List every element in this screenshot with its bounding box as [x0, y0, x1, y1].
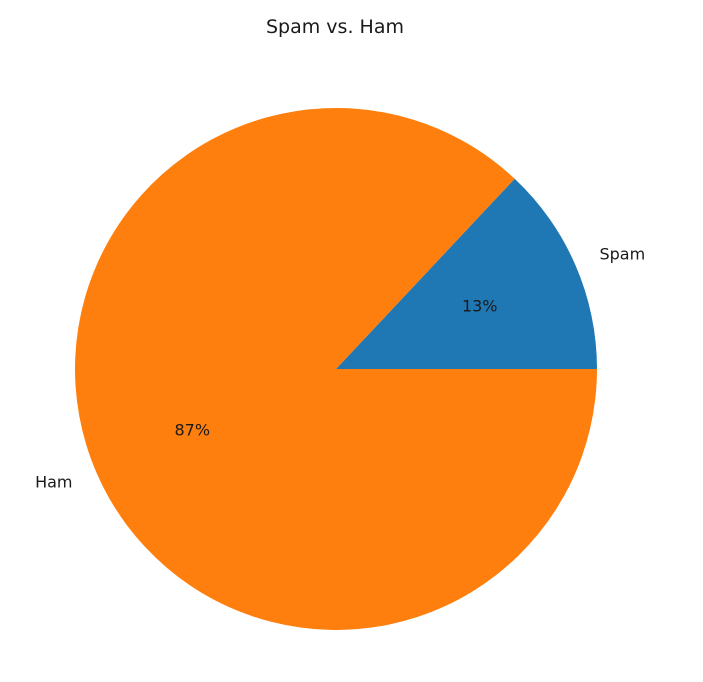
slice-label-ham: Ham [35, 473, 72, 492]
pie-slice-ham [75, 107, 598, 631]
chart-title: Spam vs. Ham [266, 16, 404, 38]
slice-label-spam: Spam [599, 244, 645, 263]
slice-pct-spam: 13% [462, 296, 498, 315]
slice-pct-ham: 87% [174, 421, 210, 440]
pie-slice-spam [336, 178, 597, 369]
